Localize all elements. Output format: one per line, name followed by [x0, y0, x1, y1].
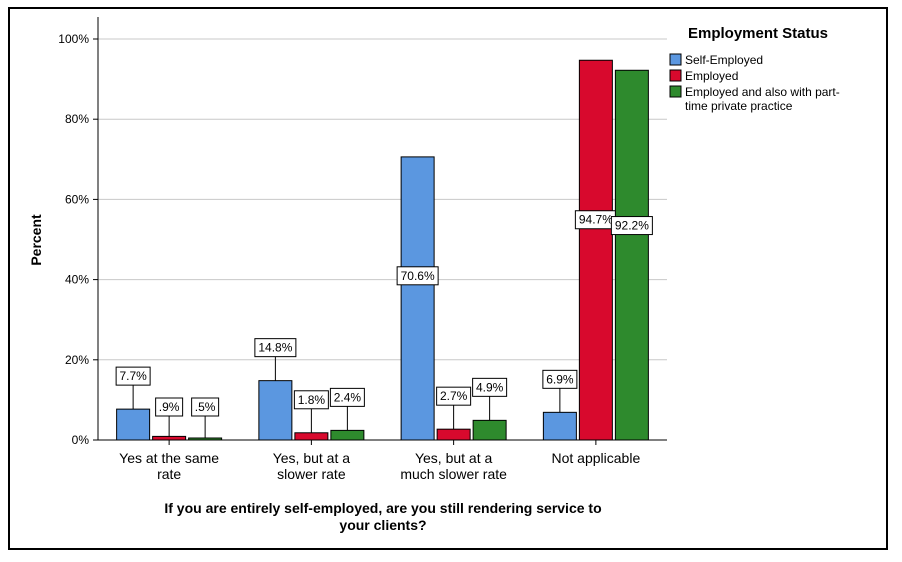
legend-swatch: [669, 85, 682, 98]
bar: [614, 69, 649, 441]
data-label-box: [115, 366, 151, 386]
category-label: rate: [157, 466, 181, 482]
bar: [436, 428, 471, 441]
bar: [188, 437, 223, 441]
bar: [542, 411, 577, 441]
legend-label: Employed: [685, 69, 738, 83]
x-axis-title: your clients?: [339, 517, 426, 533]
data-label-box: [329, 387, 365, 407]
data-label-box: [293, 390, 329, 410]
bar: [294, 432, 329, 441]
bar: [578, 59, 613, 441]
data-label-box: [155, 397, 184, 417]
data-label: 6.9%: [546, 372, 574, 386]
y-tick-label: 20%: [65, 353, 89, 367]
data-label: 7.7%: [119, 369, 147, 383]
bar: [116, 408, 151, 441]
bar: [400, 156, 435, 441]
category-label: Yes, but at a: [273, 450, 351, 466]
y-tick-label: 60%: [65, 192, 89, 206]
data-label-box: [191, 397, 220, 417]
bar: [330, 429, 365, 441]
data-label-box: [396, 266, 439, 286]
data-label-box: [472, 377, 508, 397]
category-label: Yes at the same: [119, 450, 219, 466]
bar: [472, 419, 507, 441]
data-label: .5%: [195, 400, 216, 414]
x-axis-title: If you are entirely self-employed, are y…: [164, 500, 601, 516]
data-label: 14.8%: [258, 341, 292, 355]
legend-swatch: [669, 69, 682, 82]
legend-label: Self-Employed: [685, 53, 763, 67]
data-label: 2.4%: [334, 390, 362, 404]
data-label: .9%: [159, 400, 180, 414]
data-label-box: [436, 386, 472, 406]
data-label: 94.7%: [579, 213, 613, 227]
y-tick-label: 0%: [72, 433, 90, 447]
y-tick-label: 80%: [65, 112, 89, 126]
chart-frame: 0% 20% 40% 60% 80% 100% Percent Yes at the same…: [8, 7, 888, 550]
data-label-box: [610, 216, 653, 236]
legend-label: Employed and also with part-: [685, 85, 840, 99]
data-label: 2.7%: [440, 389, 468, 403]
data-label: 70.6%: [401, 269, 435, 283]
legend-label: time private practice: [685, 99, 793, 113]
legend-title: Employment Status: [688, 25, 828, 42]
bar: [258, 380, 293, 441]
bar: [152, 435, 187, 441]
data-label-box: [254, 338, 297, 358]
data-label: 92.2%: [615, 219, 649, 233]
data-label: 4.9%: [476, 380, 504, 394]
legend-swatch: [669, 53, 682, 66]
y-tick-label: 40%: [65, 273, 89, 287]
category-label: Not applicable: [552, 450, 641, 466]
data-label: 1.8%: [298, 393, 326, 407]
data-label-box: [542, 369, 578, 389]
category-label: slower rate: [277, 466, 346, 482]
category-label: Yes, but at a: [415, 450, 493, 466]
y-tick-label: 100%: [58, 32, 89, 46]
category-label: much slower rate: [400, 466, 507, 482]
y-axis-title: Percent: [28, 214, 44, 266]
bar-chart: 0% 20% 40% 60% 80% 100% Percent Yes at the same…: [28, 17, 840, 533]
